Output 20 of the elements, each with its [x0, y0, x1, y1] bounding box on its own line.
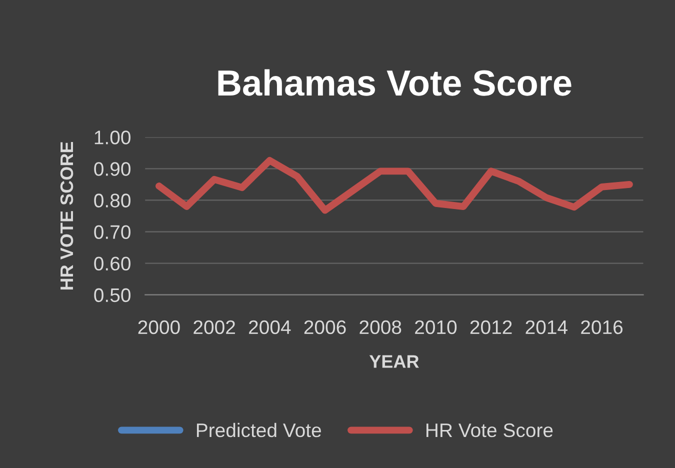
- x-tick-label: 2014: [526, 320, 568, 334]
- legend-label: HR Vote Score: [426, 423, 553, 438]
- y-axis-title: HR VOTE SCORE: [60, 142, 74, 290]
- x-tick-label: 2010: [415, 320, 457, 334]
- x-tick-label: 2008: [360, 320, 402, 334]
- x-axis-title: YEAR: [369, 355, 419, 368]
- chart-title: Bahamas Vote Score: [218, 69, 572, 96]
- y-tick-label: 0.50: [94, 288, 130, 302]
- x-tick-label: 2016: [581, 320, 623, 334]
- legend-label: Predicted Vote: [196, 422, 321, 438]
- y-tick-label: 0.60: [94, 256, 130, 271]
- x-tick-label: 2006: [304, 320, 346, 334]
- x-tick-label: 2000: [138, 320, 180, 334]
- y-tick-label: 0.70: [94, 225, 130, 239]
- y-tick-label: 1.00: [94, 130, 130, 144]
- x-tick-label: 2004: [249, 320, 291, 334]
- x-tick-label: 2012: [470, 320, 512, 334]
- y-tick-label: 0.80: [94, 194, 130, 208]
- x-tick-label: 2002: [194, 320, 235, 334]
- y-tick-label: 0.90: [94, 162, 130, 176]
